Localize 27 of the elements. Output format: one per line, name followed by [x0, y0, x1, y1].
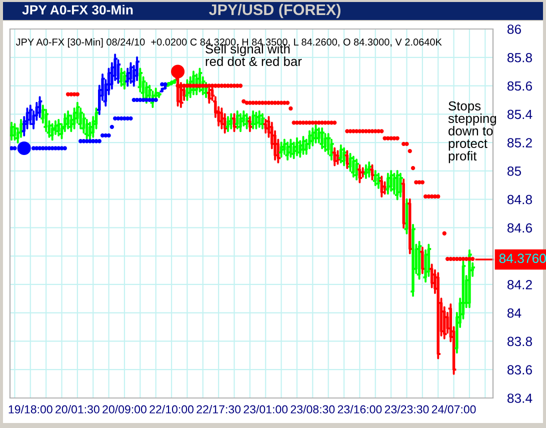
x-tick-label: 22/17:30 [196, 404, 241, 414]
chart-title: JPY/USD (FOREX) [209, 4, 340, 18]
y-tick-label: 83.6 [507, 365, 532, 375]
y-tick-label: 84.2 [507, 280, 532, 290]
x-tick-label: 20/01:30 [56, 404, 100, 414]
x-tick-label: 20/09:00 [102, 404, 146, 414]
x-tick-label: 19/18:00 [8, 404, 52, 414]
x-tick-label: 23/23:30 [384, 404, 429, 414]
ref-line-label: 84.3760 [499, 254, 546, 264]
x-tick-label: 23/08:30 [290, 404, 335, 414]
x-tick-label: 24/07:00 [432, 404, 476, 414]
y-tick-label: 85.8 [507, 52, 532, 62]
y-tick-label: 86 [507, 24, 521, 34]
x-tick-label: 22/10:00 [150, 404, 194, 414]
y-tick-label: 84.6 [507, 223, 532, 233]
y-tick-label: 83.8 [507, 336, 532, 346]
y-tick-label: 84 [507, 308, 522, 318]
text: JPY A0-FX 30-Min [22, 4, 133, 15]
y-tick-label: 85.2 [507, 138, 532, 148]
annotation: Stops stepping down to protect profit [448, 101, 496, 164]
x-tick-label: 23/16:00 [338, 404, 382, 414]
x-tick-label: 23/01:00 [244, 404, 288, 414]
y-tick-label: 85.6 [507, 81, 532, 91]
y-tick-label: 84.8 [507, 194, 532, 204]
y-tick-label: 85.4 [507, 110, 532, 120]
y-tick-label: 83.4 [507, 394, 532, 403]
y-tick-label: 85 [507, 166, 522, 176]
